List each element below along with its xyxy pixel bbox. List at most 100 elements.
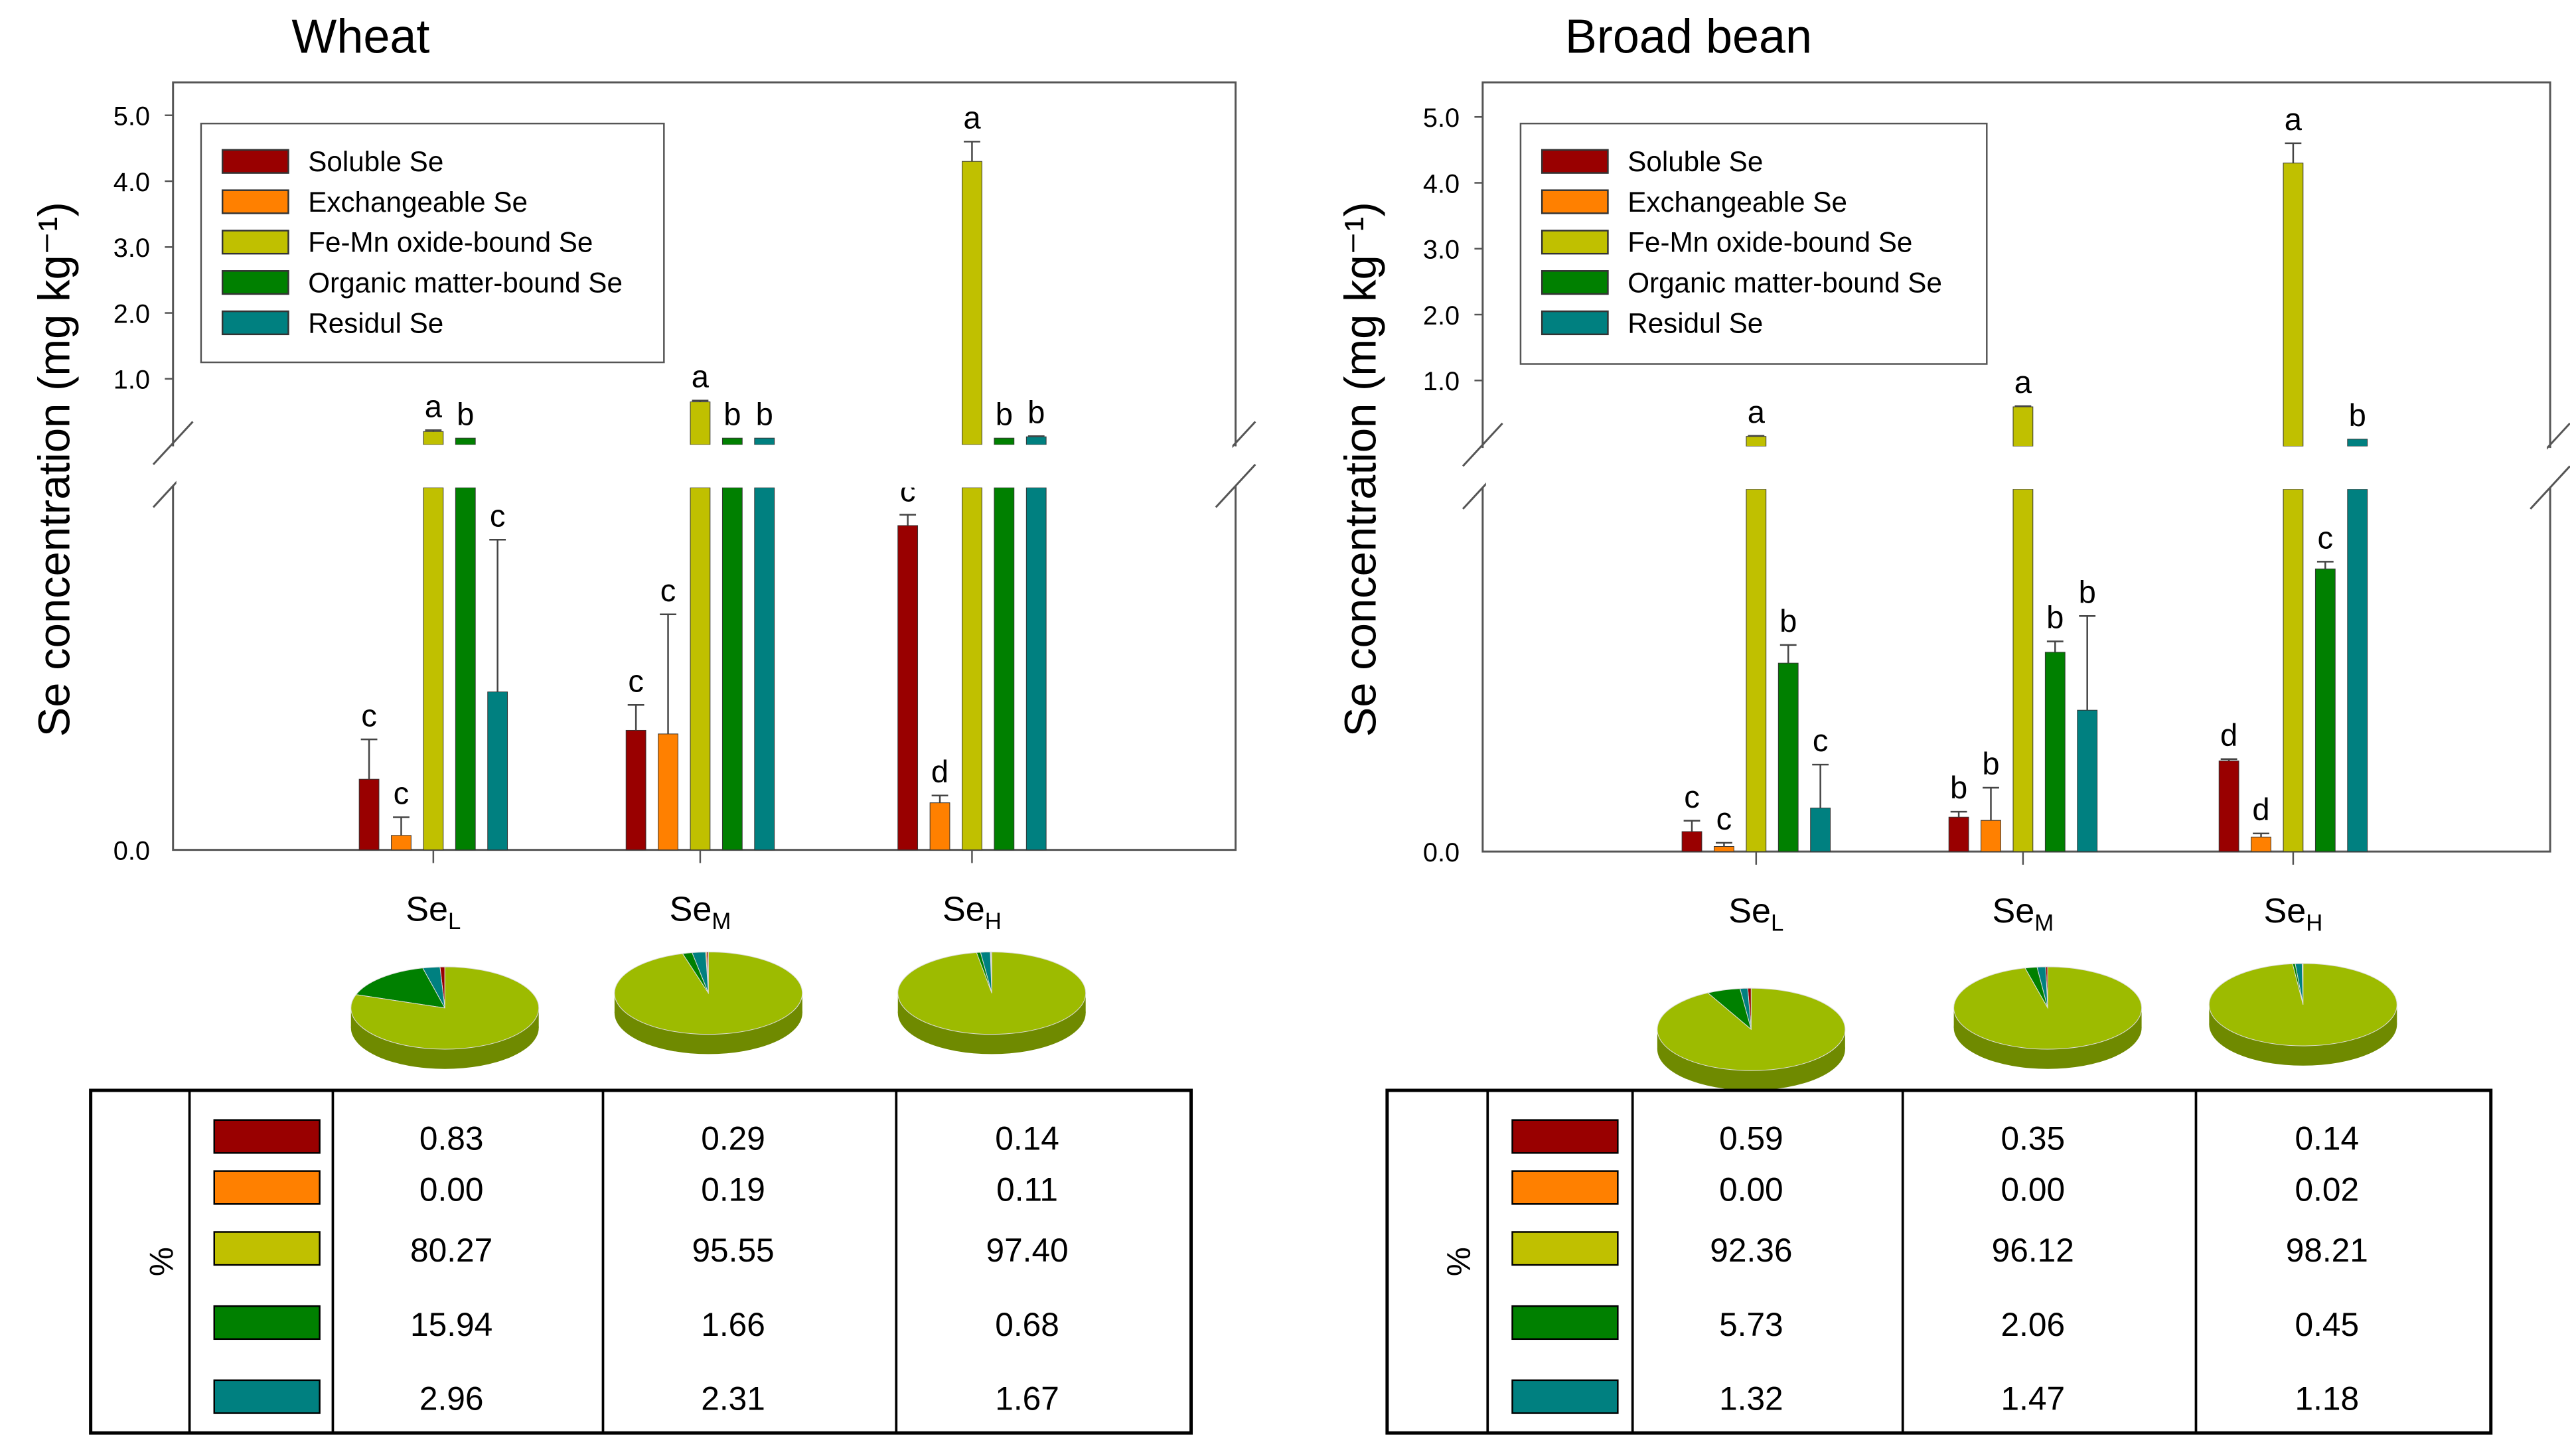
legend-label: Exchangeable Se (1627, 186, 1847, 218)
pie-chart-H (2208, 963, 2397, 1066)
y-tick-label: 5.0 (113, 102, 150, 131)
axis-break-mark (2530, 465, 2570, 510)
legend-label: Exchangeable Se (308, 186, 528, 218)
table-cell: 0.35 (2001, 1120, 2065, 1157)
bar-femn-M-upper (2012, 406, 2034, 447)
significance-letter: b (1779, 603, 1797, 638)
bar-exchangeable-L-lower (391, 835, 412, 851)
table-cell: 0.19 (701, 1171, 765, 1208)
significance-letter: b (756, 396, 773, 431)
table-unit-label: % (143, 1247, 180, 1276)
bar-organic-M-lower (721, 487, 743, 851)
legend-swatch-femn (1541, 230, 1609, 255)
bar-organic-L-upper (455, 437, 476, 445)
table-cell: 1.47 (2001, 1380, 2065, 1418)
significance-letter: d (2220, 717, 2237, 753)
table-swatch-residual (213, 1379, 321, 1414)
table-cell: 1.32 (1719, 1380, 1783, 1418)
bar-femn-L-upper (1746, 436, 1767, 447)
bar-femn-H-upper (962, 161, 982, 445)
significance-letter: c (660, 573, 676, 608)
bar-femn-L-upper (423, 431, 444, 445)
legend-swatch-organic (221, 270, 289, 295)
significance-letter: a (425, 388, 443, 423)
table-cell: 1.18 (2295, 1380, 2360, 1418)
significance-letter: b (457, 396, 474, 431)
bar-femn-L-lower (1746, 488, 1767, 852)
significance-letter: b (1027, 394, 1045, 429)
table-cell: 92.36 (1710, 1232, 1792, 1269)
table-cell: 15.94 (410, 1306, 492, 1343)
bar-soluble-L-lower (358, 778, 380, 851)
table-cell: 98.21 (2286, 1232, 2368, 1269)
bar-residual-M-lower (754, 487, 775, 851)
legend-swatch-soluble (1541, 149, 1609, 174)
pie-slice-femn (1657, 987, 1846, 1071)
y-tick-label: 4.0 (113, 168, 150, 197)
axis-break-mark (1215, 463, 1256, 508)
table-cell: 2.96 (419, 1380, 484, 1418)
legend-swatch-soluble (221, 149, 289, 174)
axis-break-band (1485, 446, 2547, 490)
table-cell: 0.11 (996, 1171, 1058, 1208)
bar-soluble-M-lower (1948, 816, 1969, 852)
axis-break-gap (1231, 446, 1241, 486)
bar-soluble-H-lower (897, 525, 919, 851)
y-tick-label: 1.0 (1423, 367, 1460, 396)
table-cell: 5.73 (1719, 1306, 1783, 1343)
legend-label: Residul Se (308, 307, 443, 338)
bar-organic-H-lower (994, 487, 1015, 851)
pie-slice-femn (350, 966, 540, 1050)
significance-letter: d (2252, 792, 2269, 827)
table-swatch-organic (1511, 1305, 1619, 1341)
table-unit-label: % (1440, 1247, 1477, 1276)
significance-letter: c (394, 776, 410, 811)
y-tick-label-zero: 0.0 (1423, 838, 1460, 867)
table-cell: 0.02 (2295, 1171, 2360, 1208)
pie-slice-organic (355, 968, 446, 1009)
axis-break-mark (1462, 422, 1503, 467)
pie-chart-H (897, 952, 1087, 1055)
percentage-table: % 0.59 0.35 0.14 0.00 0.00 0.02 92.36 96.12 98.21… (1385, 1088, 2493, 1435)
chart-title: Wheat (291, 10, 429, 63)
x-tick-label: SeM (1993, 892, 2054, 936)
bar-organic-H-lower (2314, 568, 2336, 852)
chart-panel-wheat: Wheat Se concentration (mg kg⁻¹) 5.0 4.0 3.0… (29, 10, 1256, 1435)
legend-label: Soluble Se (1627, 146, 1763, 177)
bar-residual-L-lower (1810, 808, 1831, 852)
bar-organic-M-upper (721, 437, 743, 445)
table-cell: 95.55 (692, 1232, 774, 1269)
legend-swatch-exchangeable (1541, 189, 1609, 214)
x-tick-label: SeL (1728, 892, 1783, 936)
table-cell: 0.45 (2295, 1306, 2360, 1343)
bar-exchangeable-M-lower (658, 733, 678, 851)
significance-letter: b (2079, 574, 2096, 609)
bar-organic-M-lower (2044, 652, 2066, 852)
pie-chart-L (350, 966, 540, 1069)
table-cell: 0.29 (701, 1120, 765, 1157)
legend-label: Residul Se (1627, 307, 1763, 338)
table-swatch-exchangeable (213, 1170, 321, 1205)
table-cell: 1.67 (995, 1380, 1059, 1418)
axis-break-gap (168, 446, 179, 486)
table-cell: 0.00 (1719, 1171, 1783, 1208)
y-axis-label: Se concentration (mg kg⁻¹) (1336, 202, 1386, 737)
table-swatch-soluble (213, 1119, 321, 1154)
bar-soluble-H-lower (2218, 761, 2239, 852)
significance-letter: b (1950, 770, 1967, 805)
bar-soluble-M-lower (625, 729, 646, 851)
bar-residual-M-lower (2077, 709, 2098, 852)
bar-exchangeable-H-lower (2251, 836, 2271, 852)
pie-slice-femn (2208, 963, 2397, 1047)
x-tick-label: SeM (670, 890, 731, 934)
x-tick-label: SeH (943, 890, 1002, 934)
axis-break-mark (152, 421, 194, 465)
table-cell: 96.12 (1992, 1232, 2074, 1269)
legend: Soluble Se Exchangeable Se Fe-Mn oxide-bou… (200, 122, 665, 364)
bar-exchangeable-L-lower (1714, 846, 1734, 852)
table-swatch-exchangeable (1511, 1170, 1619, 1205)
y-tick-label: 3.0 (113, 234, 150, 263)
significance-letter: c (1813, 723, 1829, 758)
percentage-table: % 0.83 0.29 0.14 0.00 0.19 0.11 80.27 95.55 97.40… (89, 1088, 1193, 1435)
